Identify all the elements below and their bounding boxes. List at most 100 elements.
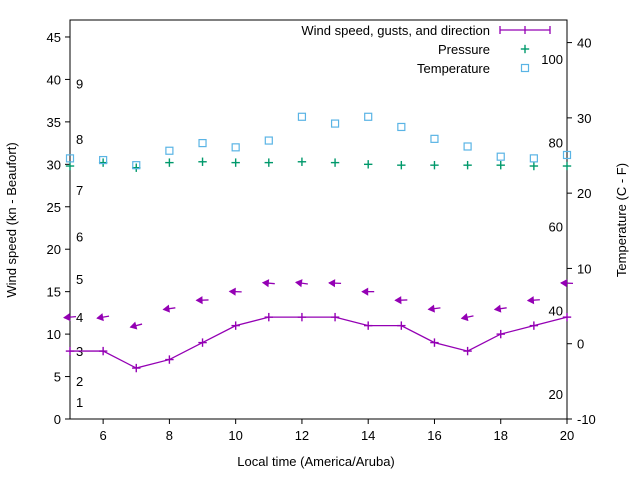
pressure-point xyxy=(165,158,174,167)
wind-speed-point xyxy=(529,321,539,330)
right-axis-tick-label: 30 xyxy=(577,111,591,126)
x-axis-tick-label: 20 xyxy=(560,428,574,443)
wind-speed-point xyxy=(364,321,373,330)
pressure-point xyxy=(496,160,505,170)
fahrenheit-label: 100 xyxy=(541,52,563,67)
gust-direction-arrow xyxy=(195,296,209,305)
pressure-point xyxy=(297,157,307,166)
temperature-point xyxy=(231,143,240,152)
right-axis-tick-label: -10 xyxy=(577,412,596,427)
temperature-point xyxy=(65,154,75,163)
wind-speed-point xyxy=(430,338,439,347)
series-wind-speed xyxy=(65,312,572,373)
x-axis-tick-label: 16 xyxy=(427,428,441,443)
legend-symbol-temperature xyxy=(520,63,530,73)
wind-speed-point xyxy=(165,355,174,364)
wind-speed-point xyxy=(562,312,572,322)
left-axis-tick-label: 45 xyxy=(47,30,61,45)
left-axis-tick-label: 35 xyxy=(47,115,61,130)
temperature-point xyxy=(165,146,174,155)
temperature-point xyxy=(430,134,439,143)
wind-speed-point xyxy=(231,321,240,330)
wind-speed-point xyxy=(65,346,75,356)
x-axis-tick-label: 14 xyxy=(361,428,375,443)
plot-frame xyxy=(69,19,568,420)
temperature-point xyxy=(364,112,373,121)
y-axis-left-title: Wind speed (kn - Beaufort) xyxy=(4,142,19,297)
fahrenheit-label: 40 xyxy=(549,304,563,319)
right-axis-tick-label: 0 xyxy=(577,337,584,352)
gust-direction-arrow xyxy=(295,279,308,288)
right-axis-fahrenheit-labels: 20 40 60 80 100 xyxy=(541,52,563,402)
gust-direction-arrow xyxy=(162,304,176,313)
pressure-point xyxy=(397,160,406,170)
pressure-point xyxy=(430,160,439,170)
left-axis-ticks: 0 5 10 15 20 25 30 35 40 45 xyxy=(47,30,70,427)
x-axis-tick-label: 18 xyxy=(493,428,507,443)
legend-symbol-pressure xyxy=(520,44,530,54)
fahrenheit-label: 60 xyxy=(549,219,563,234)
pressure-point xyxy=(132,163,141,172)
x-axis-tick-label: 8 xyxy=(166,428,173,443)
series-temperature xyxy=(65,112,572,170)
right-axis-tick-label: 40 xyxy=(577,36,591,51)
gust-direction-arrow xyxy=(427,304,441,313)
wind-speed-point xyxy=(297,312,307,322)
left-axis-tick-label: 30 xyxy=(47,157,61,172)
left-axis-tick-label: 20 xyxy=(47,242,61,257)
fahrenheit-label: 20 xyxy=(549,387,563,402)
y-axis-right-title: Temperature (C - F) xyxy=(614,163,629,277)
temperature-point xyxy=(297,112,307,121)
fahrenheit-label: 80 xyxy=(549,136,563,151)
wind-speed-point xyxy=(198,338,207,347)
beaufort-label: 7 xyxy=(76,183,83,198)
gust-direction-arrow xyxy=(261,279,275,288)
wind-speed-point xyxy=(496,329,505,339)
legend-label: Temperature xyxy=(417,61,490,76)
wind-speed-point xyxy=(264,312,273,322)
pressure-point xyxy=(264,158,273,167)
temperature-point xyxy=(463,142,472,151)
temperature-point xyxy=(264,136,273,145)
beaufort-label: 9 xyxy=(76,77,83,92)
pressure-point xyxy=(198,157,207,166)
x-axis-title: Local time (America/Aruba) xyxy=(237,454,395,469)
pressure-point xyxy=(562,161,572,171)
x-axis-tick-label: 6 xyxy=(100,428,107,443)
pressure-point xyxy=(330,158,340,167)
left-axis-tick-label: 0 xyxy=(54,412,61,427)
right-axis-tick-label: 20 xyxy=(577,186,591,201)
temperature-point xyxy=(562,150,572,160)
series-wind-gust-direction xyxy=(63,279,574,330)
temperature-point xyxy=(198,138,207,148)
temperature-point xyxy=(529,154,538,163)
gust-direction-arrow xyxy=(129,321,143,330)
chart-legend: Wind speed, gusts, and direction Pressure… xyxy=(301,23,551,76)
gust-direction-arrow xyxy=(328,279,342,288)
beaufort-label: 6 xyxy=(76,229,83,244)
pressure-point xyxy=(529,161,539,171)
x-axis-ticks: 6 8 10 12 14 16 18 20 xyxy=(65,418,574,443)
x-axis-tick-label: 12 xyxy=(295,428,309,443)
pressure-point xyxy=(65,161,75,171)
temperature-point xyxy=(330,119,340,128)
pressure-point xyxy=(231,158,240,167)
x-axis-tick-label: 10 xyxy=(228,428,242,443)
pressure-point xyxy=(463,160,472,170)
legend-label: Wind speed, gusts, and direction xyxy=(301,23,490,38)
left-axis-tick-label: 25 xyxy=(47,200,61,215)
left-axis-tick-label: 10 xyxy=(47,327,61,342)
gust-direction-arrow xyxy=(493,304,507,313)
temperature-point xyxy=(99,155,108,165)
wind-speed-line xyxy=(70,316,568,369)
wind-speed-point xyxy=(98,346,108,356)
gust-direction-arrow xyxy=(394,296,408,305)
legend-symbol-wind xyxy=(499,26,551,34)
gust-direction-arrow xyxy=(361,287,375,296)
right-axis-ticks: -10 0 10 20 30 40 xyxy=(567,36,596,427)
temperature-point xyxy=(132,161,141,170)
beaufort-label: 4 xyxy=(76,310,83,325)
series-pressure xyxy=(65,157,572,172)
